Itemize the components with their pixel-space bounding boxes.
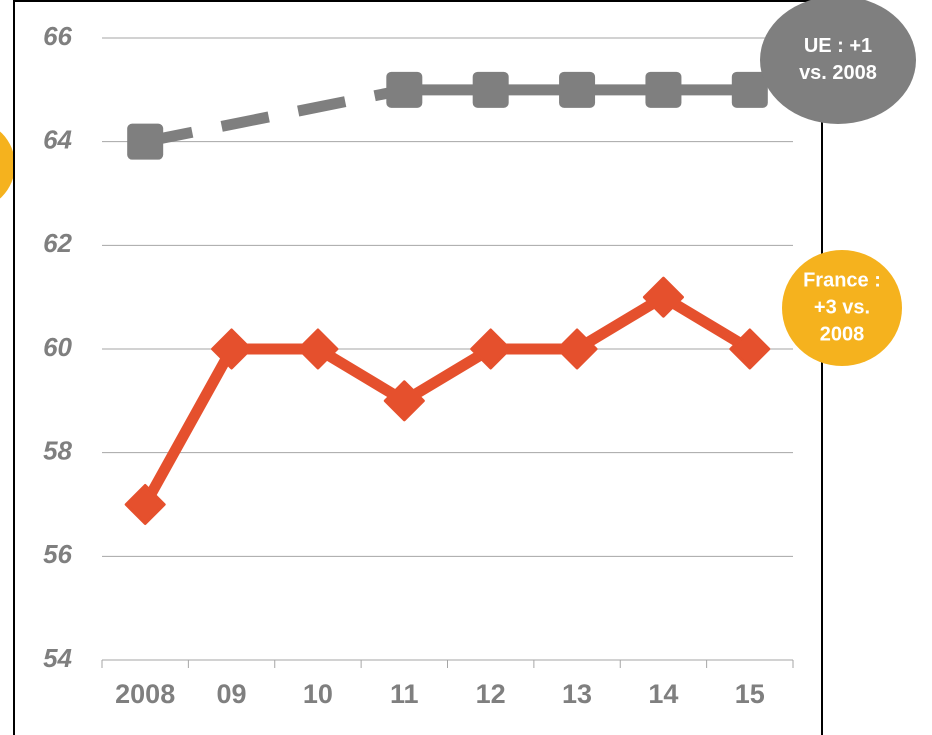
annotation-text: France : bbox=[803, 269, 881, 291]
x-tick-label: 13 bbox=[562, 679, 592, 709]
y-tick-label: 66 bbox=[43, 21, 72, 51]
y-tick-label: 60 bbox=[43, 332, 72, 362]
x-tick-label: 09 bbox=[217, 679, 247, 709]
x-tick-label: 10 bbox=[303, 679, 333, 709]
annotation-text: 2008 bbox=[820, 323, 865, 345]
y-tick-label: 56 bbox=[43, 539, 72, 569]
marker bbox=[211, 328, 253, 370]
annotation: UE : +1 vs. 2008 bbox=[760, 0, 916, 124]
marker bbox=[729, 328, 771, 370]
marker bbox=[127, 123, 164, 160]
marker bbox=[556, 328, 598, 370]
annotation-bubble bbox=[782, 250, 902, 366]
y-tick-label: 64 bbox=[43, 125, 72, 155]
annotation-text: UE : +1 bbox=[804, 35, 872, 57]
annotation-text: vs. 2008 bbox=[799, 62, 877, 84]
y-tick-label: 54 bbox=[43, 643, 72, 673]
decor-bubble bbox=[0, 131, 15, 199]
marker bbox=[642, 276, 684, 318]
gap-connector bbox=[144, 84, 406, 148]
y-tick-label: 62 bbox=[43, 228, 72, 258]
marker bbox=[645, 71, 682, 108]
annotation: France : +3 vs. 2008 bbox=[782, 250, 902, 366]
marker bbox=[386, 71, 423, 108]
x-tick-label: 2008 bbox=[115, 679, 175, 709]
x-tick-label: 14 bbox=[648, 679, 678, 709]
marker bbox=[470, 328, 512, 370]
marker bbox=[383, 380, 425, 422]
annotation-text: +3 vs. bbox=[814, 296, 870, 318]
chart-frame bbox=[13, 0, 823, 735]
annotation-bubble bbox=[760, 0, 916, 124]
series-line bbox=[140, 291, 753, 508]
marker bbox=[297, 328, 339, 370]
y-tick-label: 58 bbox=[43, 436, 72, 466]
x-tick-label: 12 bbox=[476, 679, 506, 709]
marker bbox=[731, 71, 768, 108]
marker bbox=[559, 71, 596, 108]
x-tick-label: 15 bbox=[735, 679, 765, 709]
marker bbox=[472, 71, 509, 108]
x-tick-label: 11 bbox=[390, 679, 419, 709]
marker bbox=[124, 484, 166, 525]
